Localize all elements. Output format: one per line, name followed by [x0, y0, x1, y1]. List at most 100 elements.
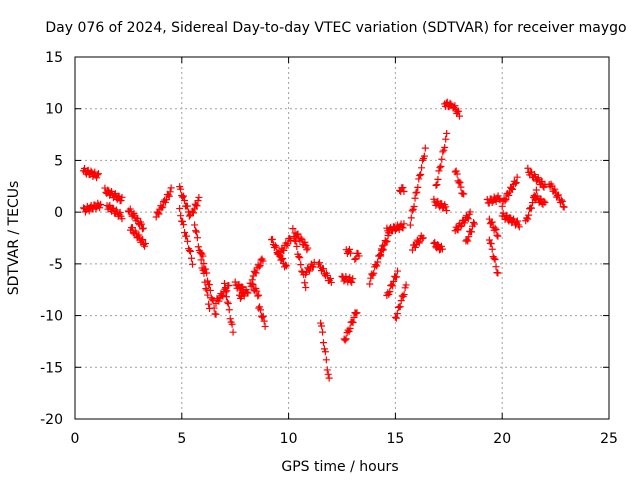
- data-point: [408, 207, 416, 215]
- data-point: [193, 234, 201, 242]
- plot-frame: [74, 56, 610, 420]
- data-point: [464, 215, 472, 223]
- data-point: [418, 164, 426, 172]
- data-point: [558, 197, 566, 205]
- data-point: [469, 218, 477, 226]
- data-point: [185, 212, 193, 220]
- x-tick-label: 0: [71, 431, 80, 447]
- data-point: [254, 292, 262, 300]
- satellite-track: [231, 278, 248, 296]
- data-point: [345, 245, 353, 253]
- data-point: [436, 164, 444, 172]
- data-point: [560, 203, 568, 211]
- data-point: [317, 319, 325, 327]
- data-point: [224, 300, 232, 308]
- data-point: [218, 292, 226, 300]
- data-point: [93, 174, 101, 182]
- data-point: [488, 218, 496, 226]
- satellite-track: [451, 167, 468, 198]
- x-tick-label: 20: [493, 431, 511, 447]
- data-point: [541, 199, 549, 207]
- data-point: [276, 252, 284, 260]
- data-point: [260, 317, 268, 325]
- data-point: [468, 228, 476, 236]
- data-point: [167, 184, 175, 192]
- data-point: [271, 241, 279, 249]
- data-point: [155, 210, 163, 218]
- data-point: [296, 254, 304, 262]
- data-point: [118, 193, 126, 201]
- data-point: [350, 314, 358, 322]
- data-point: [284, 240, 292, 248]
- data-point: [255, 304, 263, 312]
- data-point: [183, 202, 191, 210]
- data-point: [139, 236, 147, 244]
- satellite-track: [80, 199, 105, 216]
- data-point: [256, 303, 264, 311]
- x-tick-label: 15: [386, 431, 404, 447]
- data-point: [487, 240, 495, 248]
- data-point: [195, 193, 203, 201]
- data-point: [532, 186, 540, 194]
- data-point: [457, 222, 465, 230]
- y-tick-label: -20: [40, 412, 63, 428]
- ticks-layer: 0 5 10 15 20 25 -20 -15 -10 -5 0 5 10 15: [40, 50, 618, 447]
- data-point: [376, 251, 384, 259]
- data-point: [240, 292, 248, 300]
- data-point: [443, 129, 451, 137]
- data-point: [204, 291, 212, 299]
- data-point: [138, 225, 146, 233]
- data-point: [465, 233, 473, 241]
- satellite-track: [152, 184, 175, 221]
- data-point: [437, 162, 445, 170]
- data-point: [501, 197, 509, 205]
- data-point: [557, 196, 565, 204]
- data-point: [370, 269, 378, 277]
- satellite-track: [451, 208, 474, 235]
- data-point: [433, 181, 441, 189]
- satellite-track: [274, 234, 295, 260]
- data-point: [414, 183, 422, 191]
- data-point: [533, 192, 541, 200]
- data-point: [297, 261, 305, 269]
- satellite-track: [441, 98, 455, 111]
- data-point: [453, 170, 461, 178]
- data-point: [283, 241, 291, 249]
- data-point: [351, 255, 359, 263]
- data-point: [454, 226, 462, 234]
- data-point: [491, 224, 499, 232]
- data-point: [524, 164, 532, 172]
- data-point: [205, 300, 213, 308]
- y-tick-label: -15: [40, 360, 63, 376]
- data-point: [352, 309, 360, 317]
- data-point: [159, 203, 167, 211]
- data-point: [490, 254, 498, 262]
- data-point: [293, 242, 301, 250]
- data-point: [87, 167, 95, 175]
- data-point: [215, 297, 223, 305]
- data-point: [534, 174, 542, 182]
- data-point: [323, 271, 331, 279]
- data-point: [282, 262, 290, 270]
- data-point: [382, 238, 390, 246]
- data-point: [252, 269, 260, 277]
- data-point: [417, 170, 425, 178]
- data-point: [389, 282, 397, 290]
- data-point: [184, 237, 192, 245]
- data-point: [303, 246, 311, 254]
- data-point: [439, 148, 447, 156]
- data-point: [225, 306, 233, 314]
- satellite-track: [396, 184, 408, 196]
- data-point: [513, 173, 521, 181]
- data-point: [434, 241, 442, 249]
- data-point: [135, 231, 143, 239]
- data-point: [451, 102, 459, 110]
- data-point: [154, 209, 162, 217]
- data-point: [282, 261, 290, 269]
- satellite-track: [342, 245, 355, 257]
- satellite-track: [383, 267, 402, 300]
- data-point: [491, 256, 499, 264]
- data-point: [432, 181, 440, 189]
- data-point: [192, 228, 200, 236]
- data-point: [390, 277, 398, 285]
